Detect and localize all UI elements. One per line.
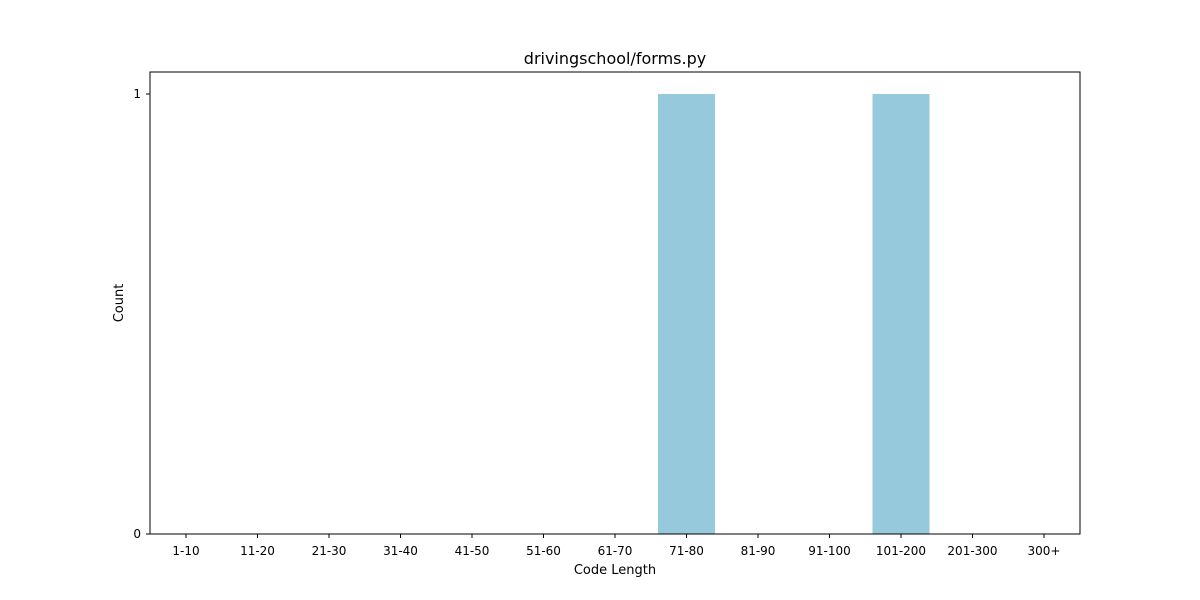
x-axis-ticks: 1-10 11-20 21-30 31-40 41-50 51-60 61-70 71-80 8… — [172, 534, 1060, 558]
x-tick-label: 91-100 — [808, 544, 851, 558]
x-axis-label: Code Length — [574, 563, 656, 578]
x-tick-label: 81-90 — [741, 544, 776, 558]
x-tick-label: 61-70 — [598, 544, 633, 558]
x-tick-label: 51-60 — [526, 544, 561, 558]
x-tick-label: 21-30 — [312, 544, 347, 558]
x-tick-label: 1-10 — [172, 544, 199, 558]
chart-title: drivingschool/forms.py — [524, 49, 706, 68]
x-tick-label: 101-200 — [876, 544, 926, 558]
y-tick-label: 0 — [133, 527, 141, 541]
y-axis-label: Count — [112, 284, 127, 323]
bar-71-80 — [658, 94, 715, 534]
y-axis-ticks: 01 — [133, 87, 150, 541]
x-tick-label: 41-50 — [455, 544, 490, 558]
x-tick-label: 300+ — [1028, 544, 1061, 558]
bars-layer — [658, 94, 930, 534]
x-tick-label: 201-300 — [947, 544, 997, 558]
x-tick-label: 11-20 — [240, 544, 275, 558]
x-tick-label: 31-40 — [383, 544, 418, 558]
x-tick-label: 71-80 — [669, 544, 704, 558]
y-tick-label: 1 — [133, 87, 141, 101]
plot-frame — [149, 71, 1081, 535]
bar-101-200 — [872, 94, 930, 534]
